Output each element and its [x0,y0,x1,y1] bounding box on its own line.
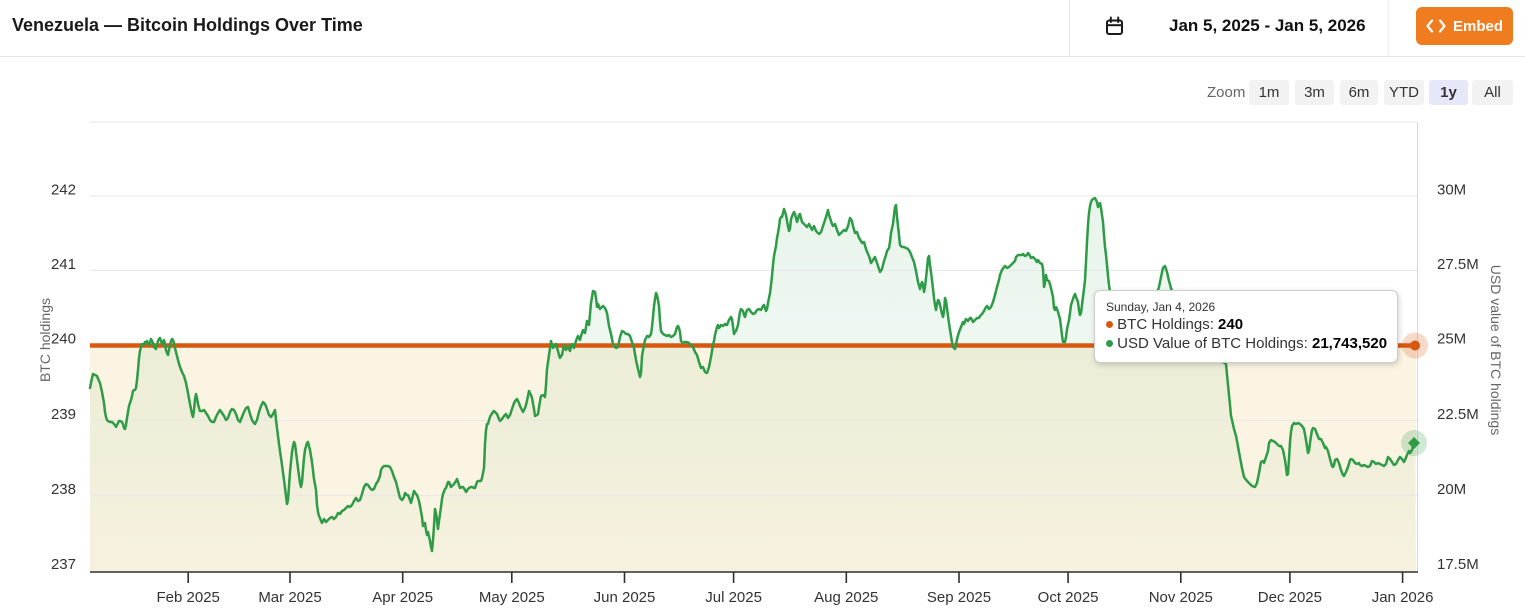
svg-text:25M: 25M [1437,331,1466,348]
svg-text:BTC holdings: BTC holdings [37,298,53,382]
svg-text:239: 239 [51,406,76,423]
svg-text:20M: 20M [1437,481,1466,498]
svg-text:Sep 2025: Sep 2025 [927,589,991,606]
svg-text:27.5M: 27.5M [1437,256,1479,273]
svg-text:Nov 2025: Nov 2025 [1149,589,1213,606]
svg-text:May 2025: May 2025 [479,589,545,606]
svg-text:Mar 2025: Mar 2025 [258,589,321,606]
svg-text:30M: 30M [1437,181,1466,198]
svg-text:Apr 2025: Apr 2025 [372,589,433,606]
svg-text:238: 238 [51,481,76,498]
svg-text:241: 241 [51,256,76,273]
svg-text:Jul 2025: Jul 2025 [705,589,762,606]
svg-text:Oct 2025: Oct 2025 [1038,589,1099,606]
svg-text:17.5M: 17.5M [1437,556,1479,573]
svg-text:Dec 2025: Dec 2025 [1258,589,1322,606]
svg-text:Jan 2026: Jan 2026 [1372,589,1434,606]
svg-text:Jun 2025: Jun 2025 [594,589,656,606]
svg-text:Feb 2025: Feb 2025 [157,589,220,606]
svg-text:USD value of BTC holdings: USD value of BTC holdings [1488,265,1504,435]
svg-text:22.5M: 22.5M [1437,406,1479,423]
svg-text:242: 242 [51,181,76,198]
svg-text:Aug 2025: Aug 2025 [814,589,878,606]
svg-text:240: 240 [51,331,76,348]
svg-text:237: 237 [51,556,76,573]
